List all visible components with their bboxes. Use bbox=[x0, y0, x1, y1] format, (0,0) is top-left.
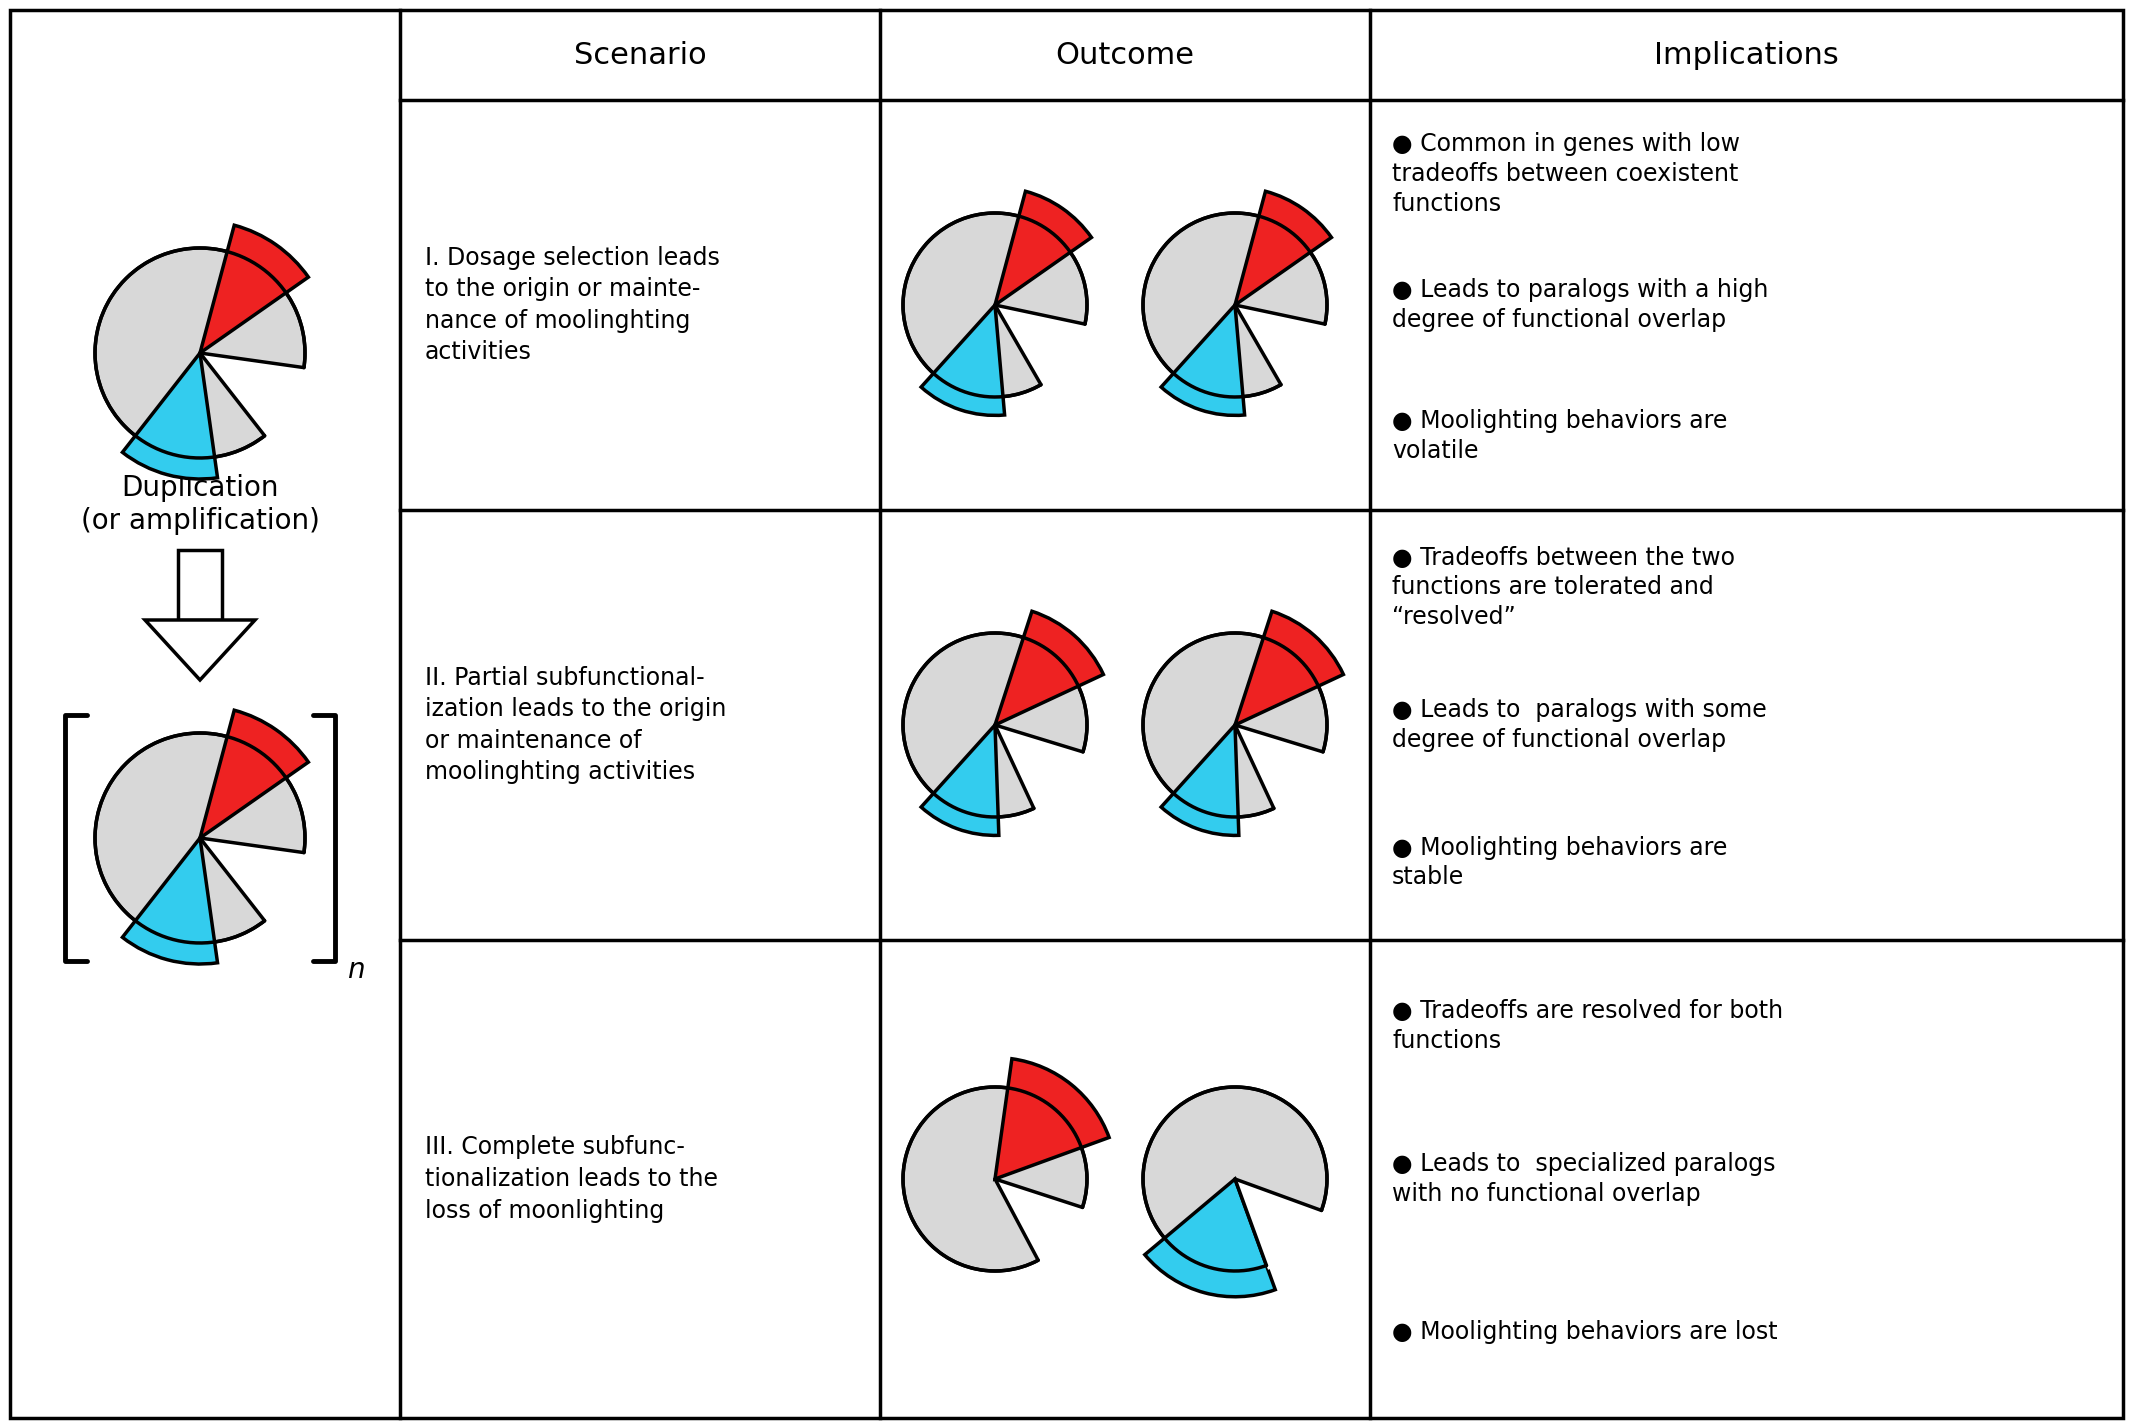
Wedge shape bbox=[122, 838, 218, 964]
Polygon shape bbox=[177, 550, 222, 620]
Wedge shape bbox=[994, 191, 1092, 306]
Wedge shape bbox=[1235, 725, 1327, 813]
Text: ● Tradeoffs are resolved for both
functions: ● Tradeoffs are resolved for both functi… bbox=[1393, 1000, 1783, 1052]
Wedge shape bbox=[994, 1180, 1088, 1264]
Wedge shape bbox=[201, 710, 309, 838]
Wedge shape bbox=[994, 725, 1088, 813]
Text: n: n bbox=[348, 955, 365, 984]
Wedge shape bbox=[1235, 1180, 1327, 1269]
Text: II. Partial subfunctional-
ization leads to the origin
or maintenance of
mooling: II. Partial subfunctional- ization leads… bbox=[424, 665, 727, 784]
Text: ● Leads to paralogs with a high
degree of functional overlap: ● Leads to paralogs with a high degree o… bbox=[1393, 278, 1768, 331]
Wedge shape bbox=[122, 353, 218, 478]
Text: ● Moolighting behaviors are
volatile: ● Moolighting behaviors are volatile bbox=[1393, 410, 1728, 463]
Text: III. Complete subfunc-
tionalization leads to the
loss of moonlighting: III. Complete subfunc- tionalization lea… bbox=[424, 1135, 719, 1222]
Text: Implications: Implications bbox=[1653, 40, 1839, 70]
Text: ● Tradeoffs between the two
functions are tolerated and
“resolved”: ● Tradeoffs between the two functions ar… bbox=[1393, 545, 1734, 630]
Polygon shape bbox=[145, 620, 256, 680]
Text: (or amplification): (or amplification) bbox=[81, 507, 320, 536]
Wedge shape bbox=[1235, 611, 1344, 725]
Wedge shape bbox=[1145, 1180, 1276, 1297]
Text: ● Moolighting behaviors are lost: ● Moolighting behaviors are lost bbox=[1393, 1319, 1777, 1344]
Circle shape bbox=[1143, 213, 1327, 397]
Wedge shape bbox=[201, 838, 309, 925]
Text: ● Leads to  specialized paralogs
with no functional overlap: ● Leads to specialized paralogs with no … bbox=[1393, 1152, 1775, 1205]
Text: Duplication: Duplication bbox=[122, 474, 279, 503]
Wedge shape bbox=[1160, 306, 1246, 416]
Text: I. Dosage selection leads
to the origin or mainte-
nance of moolinghting
activit: I. Dosage selection leads to the origin … bbox=[424, 246, 719, 364]
Wedge shape bbox=[1235, 306, 1329, 388]
Text: ● Leads to  paralogs with some
degree of functional overlap: ● Leads to paralogs with some degree of … bbox=[1393, 698, 1766, 753]
Circle shape bbox=[902, 213, 1088, 397]
Text: Outcome: Outcome bbox=[1056, 40, 1194, 70]
Circle shape bbox=[96, 248, 305, 458]
Wedge shape bbox=[1235, 191, 1331, 306]
Wedge shape bbox=[994, 306, 1090, 388]
Circle shape bbox=[902, 633, 1088, 817]
Circle shape bbox=[1143, 633, 1327, 817]
Wedge shape bbox=[201, 226, 309, 353]
Circle shape bbox=[902, 1087, 1088, 1271]
Circle shape bbox=[96, 733, 305, 942]
Wedge shape bbox=[994, 611, 1103, 725]
Text: ● Moolighting behaviors are
stable: ● Moolighting behaviors are stable bbox=[1393, 835, 1728, 890]
Text: ● Common in genes with low
tradeoffs between coexistent
functions: ● Common in genes with low tradeoffs bet… bbox=[1393, 133, 1741, 216]
Wedge shape bbox=[201, 353, 309, 440]
Circle shape bbox=[1143, 1087, 1327, 1271]
Wedge shape bbox=[921, 306, 1005, 416]
Text: Scenario: Scenario bbox=[574, 40, 706, 70]
Wedge shape bbox=[994, 1058, 1109, 1180]
Wedge shape bbox=[921, 725, 998, 835]
Wedge shape bbox=[1160, 725, 1239, 835]
